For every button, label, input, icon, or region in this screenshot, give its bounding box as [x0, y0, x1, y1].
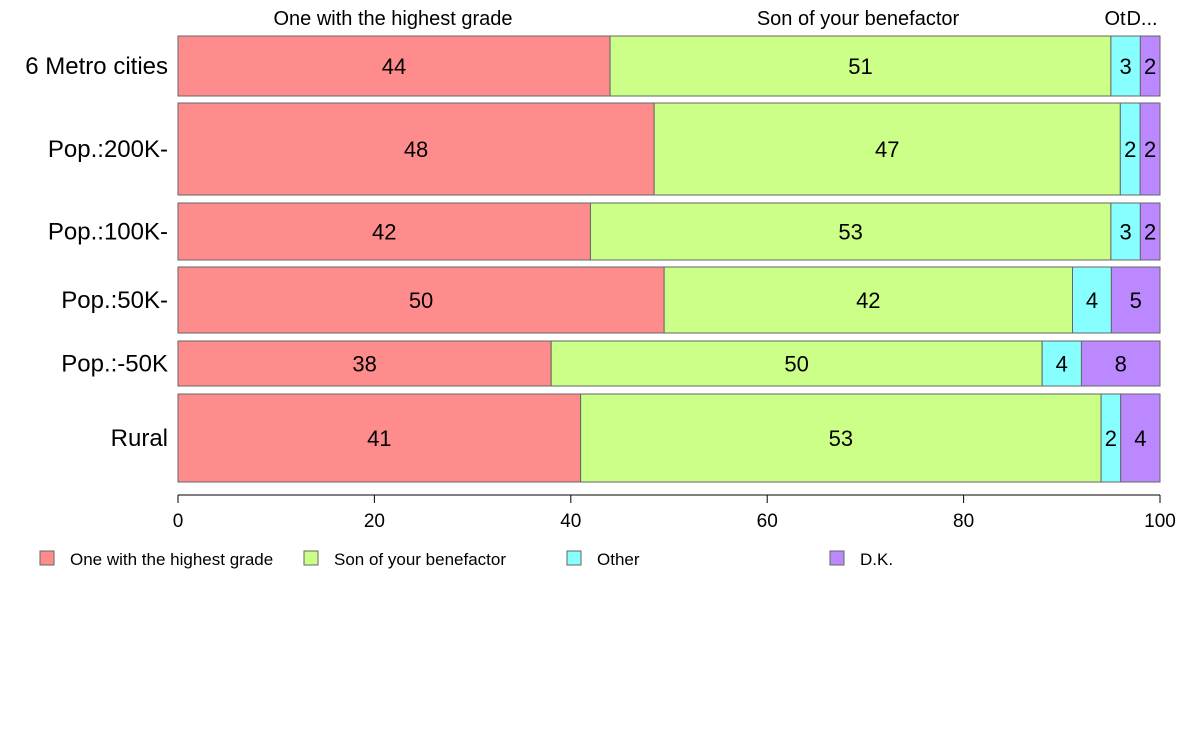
bar-segment: [177, 340, 552, 387]
value-label: 50: [784, 352, 808, 377]
value-label: 4: [1086, 288, 1098, 313]
column-header: One with the highest grade: [273, 8, 512, 30]
value-label: 53: [829, 426, 853, 451]
bar-segment: [177, 102, 655, 196]
bar-segment: [177, 202, 591, 261]
value-label: 3: [1120, 54, 1132, 79]
bar-segment: [663, 266, 1073, 334]
legend-label: One with the highest grade: [70, 550, 273, 569]
value-label: 2: [1144, 137, 1156, 162]
value-label: 2: [1124, 137, 1136, 162]
value-label: 4: [1056, 352, 1068, 377]
bar-segment: [1110, 266, 1161, 334]
bar-segment: [1139, 202, 1161, 261]
value-label: 38: [352, 352, 376, 377]
bar-segment: [177, 393, 582, 483]
category-label: Pop.:-50K: [61, 351, 168, 378]
bar-segment: [1110, 202, 1141, 261]
bar-segment: [1080, 340, 1161, 387]
bar-segment: [589, 202, 1112, 261]
bar-segment: [550, 340, 1043, 387]
column-header: Son of your benefactor: [757, 8, 960, 30]
x-tick-label: 100: [1144, 511, 1176, 532]
bar-segment: [1120, 393, 1161, 483]
value-label: 2: [1105, 426, 1117, 451]
x-tick-label: 40: [560, 511, 581, 532]
x-axis: 0 20 40 60 80 100: [173, 494, 1176, 532]
value-label: 48: [404, 137, 428, 162]
legend-label: Son of your benefactor: [334, 550, 506, 569]
value-label: 47: [875, 137, 899, 162]
value-label: 53: [838, 220, 862, 245]
value-label: 5: [1130, 288, 1142, 313]
value-label: 4: [1134, 426, 1146, 451]
value-label: 8: [1115, 352, 1127, 377]
value-label: 42: [856, 288, 880, 313]
x-tick-label: 0: [173, 511, 184, 532]
legend: One with the highest grade Son of your be…: [39, 550, 893, 569]
bar-segment: [1139, 35, 1161, 97]
legend-swatch: [566, 550, 582, 566]
x-tick-label: 60: [757, 511, 778, 532]
value-label: 44: [382, 54, 406, 79]
bar-segment: [177, 266, 665, 334]
legend-label: D.K.: [860, 550, 893, 569]
legend-swatch: [39, 550, 55, 566]
legend-swatch: [829, 550, 845, 566]
legend-swatch: [303, 550, 319, 566]
category-label: Pop.:50K-: [61, 287, 168, 314]
value-label: 2: [1144, 54, 1156, 79]
x-tick-label: 80: [953, 511, 974, 532]
category-label: 6 Metro cities: [25, 53, 168, 80]
bar-segment: [580, 393, 1102, 483]
bar-segment: [653, 102, 1121, 196]
bar-segment: [1071, 266, 1112, 334]
x-tick-label: 20: [364, 511, 385, 532]
value-label: 41: [367, 426, 391, 451]
bar-segment: [609, 35, 1112, 97]
value-label: 42: [372, 220, 396, 245]
bar-segment: [1139, 102, 1161, 196]
category-label: Pop.:200K-: [48, 136, 168, 163]
category-label: Pop.:100K-: [48, 219, 168, 246]
column-header: D...: [1126, 8, 1157, 30]
value-label: 2: [1144, 220, 1156, 245]
legend-label: Other: [597, 550, 640, 569]
bar-segment: [1110, 35, 1141, 97]
bar-segment: [1041, 340, 1082, 387]
value-label: 3: [1120, 220, 1132, 245]
category-label: Rural: [111, 425, 168, 452]
value-label: 50: [409, 288, 433, 313]
bar-segment: [177, 35, 611, 97]
column-header: Ot: [1104, 8, 1126, 30]
value-label: 51: [848, 54, 872, 79]
column-headers: One with the highest grade Son of your b…: [273, 8, 1157, 30]
